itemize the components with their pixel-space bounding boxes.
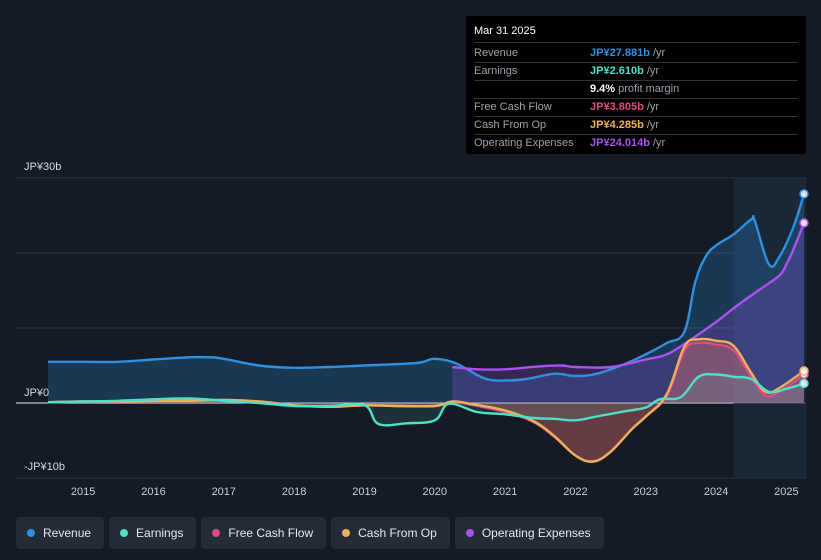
tooltip-row-label: Revenue	[474, 47, 519, 59]
tooltip-row-value: JP¥27.881b	[590, 47, 650, 59]
y-label-top: JP¥30b	[24, 161, 61, 173]
x-tick-label: 2015	[71, 486, 95, 498]
x-tick-label: 2024	[704, 486, 728, 498]
chart-grid	[16, 177, 806, 479]
tooltip-row-label: Cash From Op	[474, 119, 547, 131]
area-cash-from-op	[48, 338, 804, 462]
x-tick-label: 2023	[634, 486, 658, 498]
line-earnings	[47, 372, 805, 427]
tooltip-row-unit: /yr	[652, 47, 666, 59]
x-tick-label: 2018	[282, 486, 306, 498]
x-tick-label: 2016	[141, 486, 165, 498]
legend-dot-icon	[212, 529, 221, 537]
tooltip-row: Earnings JP¥2.610b/yr	[474, 63, 798, 81]
y-label-bottom: -JP¥10b	[24, 461, 65, 473]
legend-label: Free Cash Flow	[228, 526, 314, 540]
tooltip-row-unit: /yr	[646, 101, 660, 113]
tooltip-row-value: JP¥4.285b	[590, 119, 644, 131]
tooltip-row-label: Earnings	[474, 65, 518, 77]
tooltip-row-value: JP¥2.610b	[590, 65, 644, 77]
endpoint-operating-expenses	[799, 218, 809, 228]
area-operating-expenses	[452, 222, 804, 403]
tooltip-row-unit: /yr	[646, 65, 660, 77]
endpoint-revenue	[799, 189, 809, 199]
legend-label: Revenue	[43, 526, 92, 540]
series-lines	[47, 193, 806, 463]
area-free-cash-flow	[48, 342, 804, 462]
y-label-zero: JP¥0	[24, 387, 49, 399]
series-endpoints	[799, 189, 809, 389]
tooltip-rows: Revenue JP¥27.881b/yr Earnings JP¥2.610b/yr…	[474, 45, 798, 152]
tooltip-row-value: JP¥24.014b	[590, 137, 650, 149]
line-operating-expenses	[452, 222, 806, 371]
x-tick-label: 2022	[563, 486, 587, 498]
tooltip-row: 9.4% profit margin	[474, 81, 798, 99]
x-tick-label: 2019	[352, 486, 376, 498]
endpoint-earnings	[799, 378, 809, 389]
legend-label: Earnings	[136, 526, 184, 540]
legend-item-free-cash-flow[interactable]: Free Cash Flow	[201, 517, 327, 549]
legend-dot-icon	[27, 529, 35, 537]
legend-dot-icon	[342, 529, 351, 537]
legend-label: Operating Expenses	[481, 526, 591, 540]
tooltip-row-unit: /yr	[652, 137, 666, 149]
tooltip-row: Revenue JP¥27.881b/yr	[474, 45, 798, 63]
tooltip-row-label: Free Cash Flow	[474, 101, 552, 113]
legend-dot-icon	[120, 529, 129, 537]
legend-item-cash-from-op[interactable]: Cash From Op	[331, 517, 450, 549]
x-tick-label: 2021	[493, 486, 517, 498]
legend-item-earnings[interactable]: Earnings	[109, 517, 197, 549]
x-axis-ticks: 2015 2016 2017 2018 2019 2020 2021 2022 2023 2024…	[71, 486, 799, 498]
tooltip-row-value: JP¥3.805b	[590, 101, 644, 113]
tooltip-panel: Mar 31 2025 Revenue JP¥27.881b/yr Earnings…	[466, 16, 806, 154]
tooltip-row-unit: /yr	[646, 119, 660, 131]
tooltip-row-unit: profit margin	[618, 83, 680, 95]
x-tick-label: 2025	[774, 486, 798, 498]
tooltip-row-label: Operating Expenses	[474, 137, 574, 149]
line-revenue	[47, 193, 806, 382]
tooltip-row: Free Cash Flow JP¥3.805b/yr	[474, 99, 798, 117]
legend-item-revenue[interactable]: Revenue	[16, 517, 105, 549]
tooltip-row: Cash From Op JP¥4.285b/yr	[474, 117, 798, 135]
tooltip-date: Mar 31 2025	[474, 24, 798, 43]
legend-label: Cash From Op	[358, 526, 437, 540]
endpoint-cash-from-op	[799, 366, 809, 376]
tooltip-row-label	[474, 81, 590, 98]
tooltip-row-value: 9.4%	[590, 83, 616, 95]
x-tick-label: 2020	[423, 486, 447, 498]
legend-item-operating-expenses[interactable]: Operating Expenses	[454, 517, 604, 549]
legend-dot-icon	[465, 529, 474, 537]
tooltip-row: Operating Expenses JP¥24.014b/yr	[474, 135, 798, 152]
legend: Revenue Earnings Free Cash Flow Cash From O…	[16, 517, 604, 549]
x-tick-label: 2017	[212, 486, 236, 498]
